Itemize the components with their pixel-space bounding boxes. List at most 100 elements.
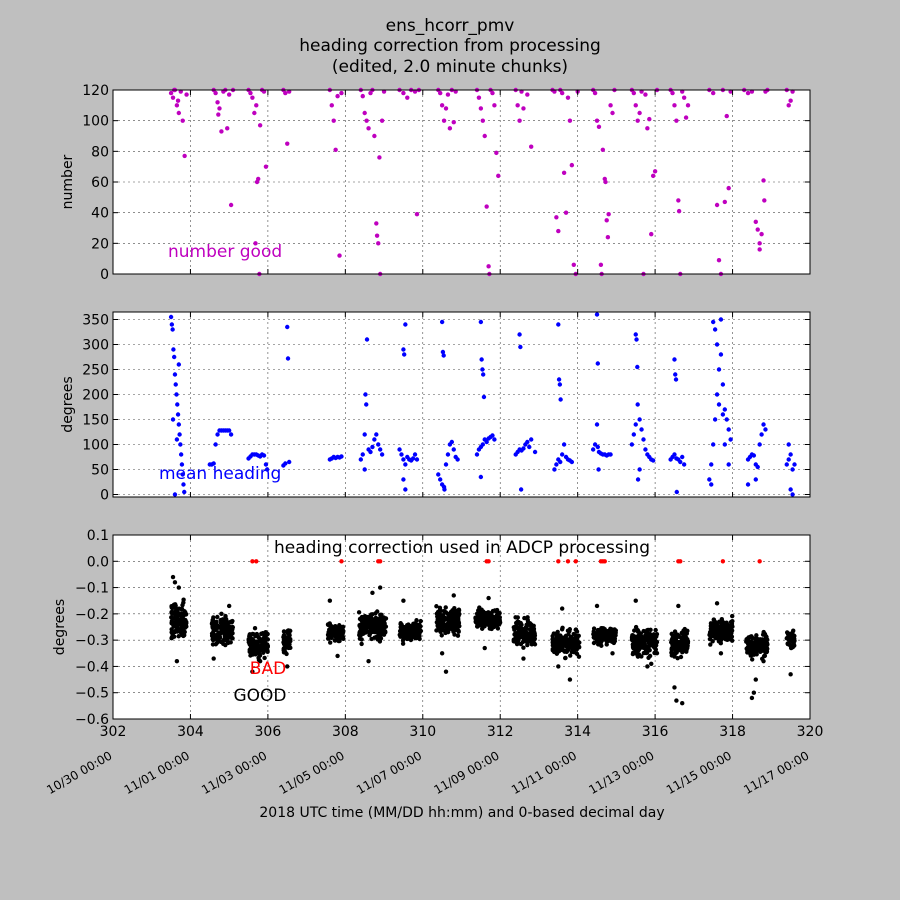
data-point — [283, 639, 289, 645]
data-point — [360, 616, 366, 621]
data-point — [174, 392, 179, 397]
data-point — [368, 630, 373, 635]
data-point — [172, 492, 178, 497]
data-point — [210, 617, 216, 623]
data-point — [684, 631, 689, 636]
data-point — [572, 643, 577, 648]
data-point — [478, 106, 484, 111]
data-point — [575, 636, 580, 641]
data-point — [678, 559, 683, 564]
data-point — [610, 651, 615, 656]
data-point — [257, 658, 263, 664]
data-point — [635, 402, 640, 407]
data-point — [517, 332, 522, 337]
data-point — [484, 204, 489, 209]
data-point — [445, 622, 450, 627]
data-point — [219, 628, 225, 634]
data-point — [745, 482, 751, 487]
data-point — [476, 610, 482, 615]
data-point — [401, 457, 406, 462]
data-point — [230, 618, 235, 624]
x-tick-label: 314 — [564, 724, 591, 740]
data-point — [399, 452, 404, 457]
data-point — [182, 153, 187, 159]
data-point — [364, 337, 370, 342]
data-point — [173, 603, 178, 609]
data-point — [521, 656, 526, 661]
data-point — [451, 447, 456, 452]
data-point — [445, 452, 451, 457]
data-point — [401, 598, 406, 603]
y-tick-label: 150 — [82, 413, 109, 429]
data-point — [790, 633, 796, 639]
data-point — [724, 630, 730, 636]
data-point — [606, 212, 611, 217]
data-point — [336, 636, 341, 642]
data-point — [760, 640, 766, 646]
data-point — [571, 262, 576, 267]
data-point — [757, 247, 762, 252]
data-point — [177, 432, 182, 437]
data-point — [333, 147, 338, 152]
data-point — [556, 322, 561, 327]
data-point — [609, 632, 615, 637]
data-point — [594, 312, 600, 317]
data-point — [376, 625, 381, 631]
data-point — [708, 642, 713, 647]
data-point — [437, 627, 443, 633]
data-point — [497, 618, 502, 624]
data-point — [765, 642, 770, 647]
data-point — [184, 92, 189, 97]
data-point — [180, 623, 185, 628]
data-point — [478, 474, 484, 480]
data-point — [490, 433, 495, 438]
data-point — [257, 123, 263, 128]
data-point — [759, 432, 764, 437]
data-point — [565, 559, 571, 564]
data-point — [443, 605, 448, 610]
y-tick-label: 80 — [91, 144, 109, 160]
data-point — [481, 394, 487, 400]
data-point — [169, 635, 174, 641]
data-point — [650, 458, 656, 463]
data-point — [529, 632, 534, 637]
data-point — [225, 126, 230, 131]
data-point — [263, 462, 269, 467]
data-point — [451, 120, 456, 125]
data-point — [250, 559, 255, 564]
legend-good: GOOD — [233, 686, 286, 706]
data-point — [650, 642, 656, 647]
data-point — [182, 489, 187, 495]
data-point — [714, 392, 720, 397]
data-point — [635, 477, 641, 482]
data-point — [591, 640, 597, 646]
data-point — [490, 90, 495, 96]
data-point — [522, 615, 527, 621]
data-point — [719, 616, 725, 622]
data-point — [722, 442, 728, 447]
data-point — [750, 635, 755, 641]
data-point — [492, 103, 497, 108]
data-point — [672, 357, 677, 362]
data-point — [398, 621, 403, 627]
y-axis-label: degrees — [52, 599, 68, 655]
data-point — [757, 559, 762, 564]
data-point — [168, 314, 174, 320]
data-point — [760, 632, 766, 637]
data-point — [175, 402, 180, 407]
data-point — [178, 442, 183, 447]
data-point — [730, 613, 735, 619]
data-point — [707, 477, 712, 482]
data-point — [257, 646, 262, 652]
data-point — [555, 635, 561, 640]
data-point — [714, 342, 720, 347]
data-point — [598, 262, 604, 267]
data-point — [712, 417, 718, 422]
data-point — [565, 95, 571, 100]
data-point — [171, 354, 177, 360]
data-point — [724, 620, 729, 625]
data-point — [595, 361, 601, 366]
data-point — [531, 623, 536, 628]
data-point — [511, 639, 517, 644]
data-point — [480, 367, 485, 372]
